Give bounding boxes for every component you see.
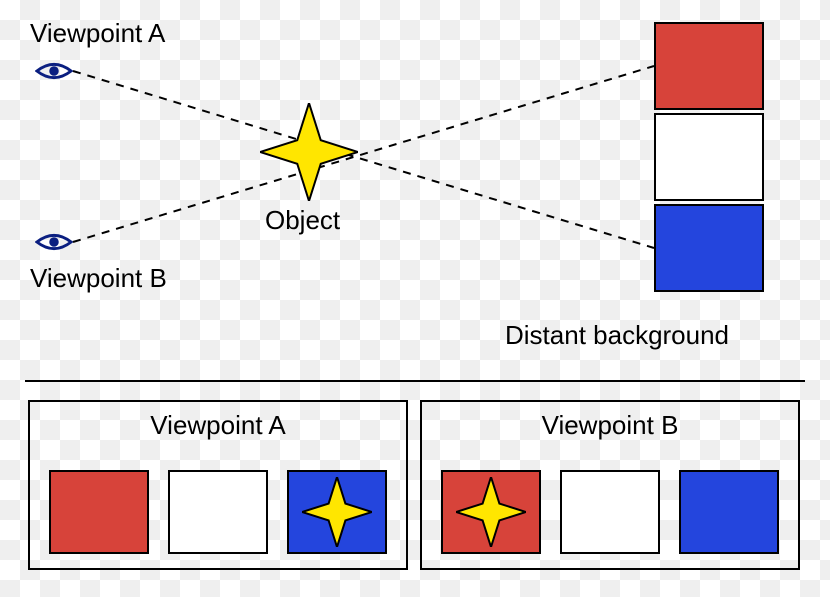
panel-square-blue (679, 470, 779, 554)
panel-square-red (441, 470, 541, 554)
object-star-icon (302, 477, 372, 547)
panel-square-red (49, 470, 149, 554)
sight-line-a-to-blue (73, 71, 654, 248)
object-star-icon (260, 103, 358, 201)
object-star-icon (456, 477, 526, 547)
panel-viewpoint-a: Viewpoint A (28, 400, 408, 570)
section-divider (25, 380, 805, 382)
panel-title: Viewpoint B (422, 410, 798, 441)
panel-square-white (168, 470, 268, 554)
panel-row (422, 470, 798, 554)
panel-square-blue (287, 470, 387, 554)
panel-title: Viewpoint A (30, 410, 406, 441)
panel-square-white (560, 470, 660, 554)
panel-row (30, 470, 406, 554)
sight-line-b-to-red (73, 66, 654, 242)
panel-viewpoint-b: Viewpoint B (420, 400, 800, 570)
